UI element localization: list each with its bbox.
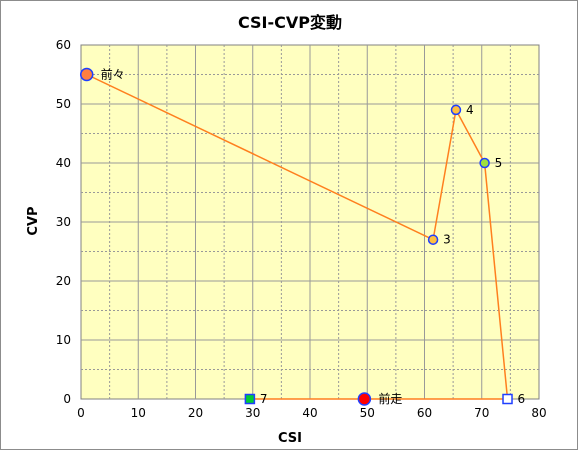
y-tick-labels: 0 10 20 30 40 50 60 [56,38,71,406]
data-points: 前々 3 4 5 6 7 前走 [79,67,526,406]
data-point [479,157,490,169]
data-point [357,392,372,406]
x-tick-label: 50 [360,406,375,420]
y-tick-label: 50 [56,97,71,111]
x-tick-label: 10 [131,406,146,420]
data-point-label: 5 [495,156,503,170]
x-tick-label: 80 [531,406,546,420]
data-point [427,234,439,245]
data-point-label: 前々 [101,67,125,82]
x-tick-label: 0 [77,406,85,420]
y-tick-label: 20 [56,274,71,288]
y-tick-label: 10 [56,333,71,347]
y-axis-title: CVP [26,206,41,235]
y-tick-label: 40 [56,156,71,170]
y-tick-label: 0 [63,392,71,406]
x-tick-label: 70 [474,406,489,420]
y-tick-label: 60 [56,38,71,52]
chart-title: CSI-CVP変動 [238,13,342,32]
data-point [244,393,256,405]
data-point [79,67,94,82]
data-point-label: 6 [518,392,526,406]
y-tick-label: 30 [56,215,71,229]
data-point-label: 7 [260,392,268,406]
data-point-label: 前走 [378,391,402,406]
x-axis-title: CSI [278,431,302,446]
data-point [502,393,513,405]
x-tick-label: 20 [188,406,203,420]
x-tick-labels: 0 10 20 30 40 50 60 70 80 [77,406,546,420]
x-tick-label: 40 [302,406,317,420]
x-tick-label: 60 [417,406,432,420]
data-point-label: 4 [466,103,474,117]
data-point [450,104,462,116]
x-tick-label: 30 [245,406,260,420]
data-point-label: 3 [443,233,451,247]
